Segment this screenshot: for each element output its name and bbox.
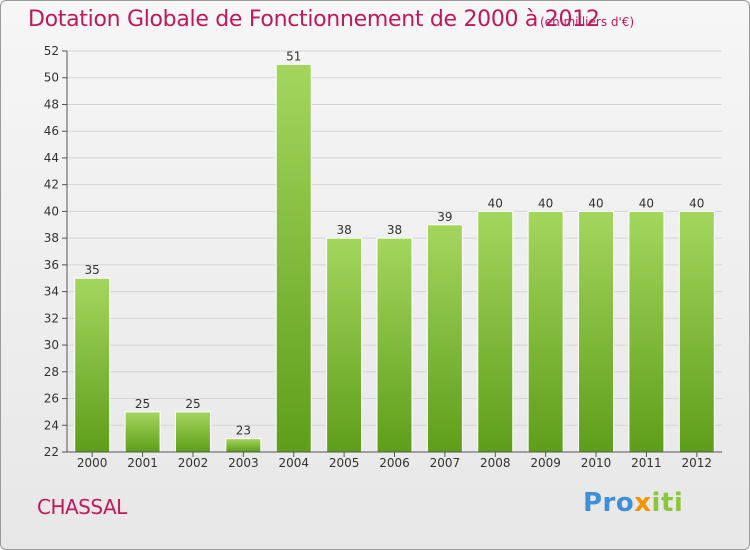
x-tick-label-2006: 2006 xyxy=(379,456,410,470)
y-tick-label: 32 xyxy=(44,311,59,325)
bar-2009 xyxy=(527,210,564,453)
bar-2003 xyxy=(225,438,262,453)
bar-2004 xyxy=(275,63,312,453)
x-tick-label-2005: 2005 xyxy=(329,456,360,470)
y-tick-label: 24 xyxy=(44,418,59,432)
x-tick-label-2012: 2012 xyxy=(682,456,713,470)
logo-part-2: x xyxy=(634,488,652,518)
bar-2010 xyxy=(578,210,615,453)
logo-part-1: Pro xyxy=(583,488,635,518)
data-label-2005: 38 xyxy=(336,223,351,237)
data-label-2001: 25 xyxy=(135,397,150,411)
data-label-2006: 38 xyxy=(387,223,402,237)
x-tick-label-2009: 2009 xyxy=(530,456,561,470)
x-tick-label-2004: 2004 xyxy=(278,456,309,470)
data-label-2003: 23 xyxy=(236,424,251,438)
y-tick-label: 28 xyxy=(44,365,59,379)
x-tick-label-2000: 2000 xyxy=(77,456,108,470)
bar-2000 xyxy=(74,277,111,453)
data-label-2000: 35 xyxy=(85,263,100,277)
chart-title: Dotation Globale de Fonctionnement de 20… xyxy=(28,7,600,32)
data-label-2008: 40 xyxy=(488,196,503,210)
y-tick-label: 50 xyxy=(44,71,59,85)
bar-2012 xyxy=(678,210,715,453)
bar-2001 xyxy=(124,411,161,453)
logo-part-3: iti xyxy=(651,488,684,518)
y-tick-label: 26 xyxy=(44,392,59,406)
town-name: CHASSAL xyxy=(37,495,127,519)
labels: 35 2000 25 2001 25 2002 23 2003 51 2004 38 2005 38 20… xyxy=(77,49,712,470)
y-tick-label: 38 xyxy=(44,231,59,245)
y-tick-label: 22 xyxy=(44,445,59,459)
y-tick-label: 46 xyxy=(44,124,59,138)
y-tick-label: 30 xyxy=(44,338,59,352)
x-tick-label-2010: 2010 xyxy=(581,456,612,470)
bar-2006 xyxy=(376,237,413,453)
proxiti-logo[interactable]: Proxiti xyxy=(583,488,683,518)
y-tick-label: 34 xyxy=(44,285,59,299)
chart-subtitle: (en milliers d'€) xyxy=(540,15,635,29)
y-tick-label: 36 xyxy=(44,258,59,272)
y-tick-label: 48 xyxy=(44,97,59,111)
data-label-2012: 40 xyxy=(689,196,704,210)
x-tick-label-2011: 2011 xyxy=(631,456,662,470)
axes: 22 24 26 28 30 32 34 36 38 40 42 44 46 48 50 52 xyxy=(44,44,722,459)
data-label-2011: 40 xyxy=(639,196,654,210)
bars xyxy=(74,63,715,453)
data-label-2004: 51 xyxy=(286,49,301,63)
x-tick-label-2002: 2002 xyxy=(178,456,209,470)
y-tick-label: 40 xyxy=(44,204,59,218)
y-tick-label: 42 xyxy=(44,178,59,192)
y-tick-label: 44 xyxy=(44,151,59,165)
data-label-2007: 39 xyxy=(437,210,452,224)
x-tick-label-2001: 2001 xyxy=(127,456,158,470)
x-tick-label-2003: 2003 xyxy=(228,456,259,470)
bar-2008 xyxy=(477,210,514,453)
bar-2002 xyxy=(174,411,211,453)
bar-2007 xyxy=(426,224,463,453)
x-tick-label-2007: 2007 xyxy=(430,456,461,470)
x-tick-label-2008: 2008 xyxy=(480,456,511,470)
data-label-2002: 25 xyxy=(185,397,200,411)
y-tick-label: 52 xyxy=(44,44,59,58)
bar-2005 xyxy=(326,237,363,453)
bar-2011 xyxy=(628,210,665,453)
data-label-2010: 40 xyxy=(588,196,603,210)
data-label-2009: 40 xyxy=(538,196,553,210)
